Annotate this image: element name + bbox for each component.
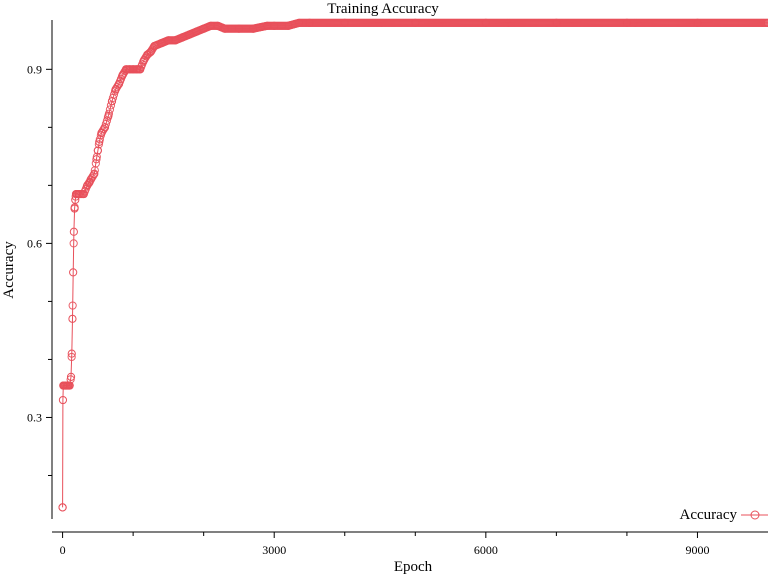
data-point-dense bbox=[69, 239, 78, 248]
y-axis-title: Accuracy bbox=[1, 241, 17, 299]
data-point bbox=[69, 227, 78, 236]
data-point-dense bbox=[105, 105, 115, 114]
y-tick-label: 0.9 bbox=[27, 62, 42, 76]
data-point-dense bbox=[106, 101, 116, 110]
chart-title: Training Accuracy bbox=[327, 1, 439, 17]
x-tick-label: 9000 bbox=[685, 543, 709, 557]
data-point-dense bbox=[65, 381, 74, 390]
data-point bbox=[68, 314, 77, 323]
data-point bbox=[58, 395, 68, 405]
y-tick-label: 0.3 bbox=[27, 410, 42, 424]
series-layer bbox=[58, 18, 768, 512]
x-tick-label: 3000 bbox=[262, 543, 286, 557]
axes bbox=[51, 20, 768, 533]
x-ticks: 0 3000 6000 9000 bbox=[60, 532, 709, 557]
data-point-dense bbox=[144, 49, 153, 59]
data-point-dense bbox=[92, 152, 101, 161]
series-markers bbox=[58, 18, 768, 512]
data-point-dense bbox=[66, 375, 75, 384]
data-point-dense bbox=[89, 170, 98, 179]
data-point-dense bbox=[103, 113, 113, 122]
data-point bbox=[69, 268, 78, 277]
x-tick-label: 0 bbox=[60, 543, 66, 557]
x-tick-label: 6000 bbox=[474, 543, 498, 557]
legend-marker bbox=[750, 510, 760, 520]
data-point-dense bbox=[99, 124, 108, 134]
data-point-dense bbox=[109, 90, 119, 99]
data-point-dense bbox=[104, 109, 114, 118]
series-line bbox=[62, 22, 768, 508]
data-point-dense bbox=[94, 140, 103, 149]
data-point-dense bbox=[67, 352, 76, 362]
data-point-dense bbox=[70, 203, 79, 212]
data-point-dense bbox=[68, 301, 77, 310]
data-point-dense bbox=[93, 146, 102, 155]
legend-label: Accuracy bbox=[680, 507, 738, 523]
data-point-dense bbox=[88, 172, 97, 181]
data-point-dense bbox=[58, 503, 67, 512]
y-ticks: 0.3 0.6 0.9 bbox=[27, 62, 52, 476]
data-point bbox=[67, 349, 76, 358]
legend: Accuracy bbox=[680, 507, 768, 523]
data-point-dense bbox=[113, 81, 123, 90]
data-point-dense bbox=[762, 18, 768, 28]
y-tick-label: 0.6 bbox=[27, 236, 42, 250]
x-axis-title: Epoch bbox=[394, 559, 433, 575]
